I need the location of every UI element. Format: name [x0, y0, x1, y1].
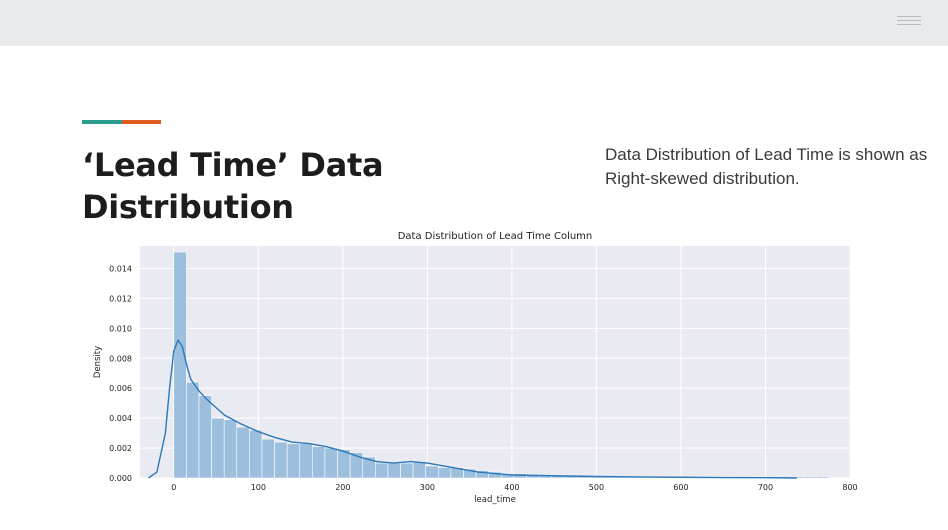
histogram-bar [412, 461, 426, 479]
histogram-bar [236, 426, 250, 479]
x-tick-label: 500 [589, 483, 604, 492]
histogram-bar [337, 449, 351, 479]
slide-title-line1: ‘Lead Time’ Data [82, 146, 384, 184]
x-tick-label: 400 [504, 483, 519, 492]
histogram-bar [803, 476, 817, 479]
histogram-bar [211, 417, 225, 479]
slide-description: Data Distribution of Lead Time is shown … [605, 145, 928, 188]
histogram-bar [312, 446, 326, 479]
histogram-bar [400, 462, 414, 479]
histogram-bar [387, 462, 401, 479]
histogram-bar [286, 443, 301, 479]
histogram-bar [173, 251, 187, 479]
x-tick-label: 700 [758, 483, 773, 492]
histogram-bar [198, 395, 212, 479]
y-tick-label: 0.012 [109, 294, 132, 303]
x-tick-label: 200 [335, 483, 350, 492]
y-axis-label: Density [93, 346, 103, 378]
histogram-bar [324, 447, 338, 479]
y-tick-label: 0.010 [109, 324, 132, 333]
accent-bar-orange [122, 120, 161, 124]
histogram-bar [425, 465, 439, 479]
y-tick-label: 0.004 [109, 414, 132, 423]
histogram-bar [375, 462, 389, 479]
hamburger-menu-icon[interactable] [897, 16, 921, 26]
x-tick-label: 600 [673, 483, 688, 492]
histogram-bar [223, 419, 238, 479]
x-tick-label: 800 [842, 483, 857, 492]
histogram-bar [274, 441, 288, 479]
x-tick-label: 300 [420, 483, 435, 492]
histogram-bar [261, 438, 275, 479]
slide-title: ‘Lead Time’ Data Distribution [82, 144, 502, 228]
histogram-bar [249, 429, 263, 479]
lead-time-distribution-chart: 0 100 200 300 400 500 600 700 800 0.000 0.002 0.004… [93, 231, 858, 505]
top-bar [0, 0, 948, 46]
slide-title-line2: Distribution [82, 188, 294, 226]
histogram-bar [437, 467, 452, 479]
y-tick-label: 0.006 [109, 384, 132, 393]
y-tick-label: 0.008 [109, 354, 132, 363]
histogram-bar [299, 443, 313, 479]
x-tick-label: 0 [171, 483, 176, 492]
y-tick-label: 0.002 [109, 444, 132, 453]
x-tick-label: 100 [251, 483, 266, 492]
kde-line [148, 338, 797, 479]
histogram-bar [186, 381, 200, 479]
y-tick-label: 0.000 [109, 474, 132, 483]
y-tick-label: 0.014 [109, 264, 132, 273]
accent-bar-teal [82, 120, 122, 124]
histogram-bar [815, 476, 830, 479]
chart-title: Data Distribution of Lead Time Column [398, 231, 593, 242]
x-axis-label: lead_time [474, 495, 516, 505]
